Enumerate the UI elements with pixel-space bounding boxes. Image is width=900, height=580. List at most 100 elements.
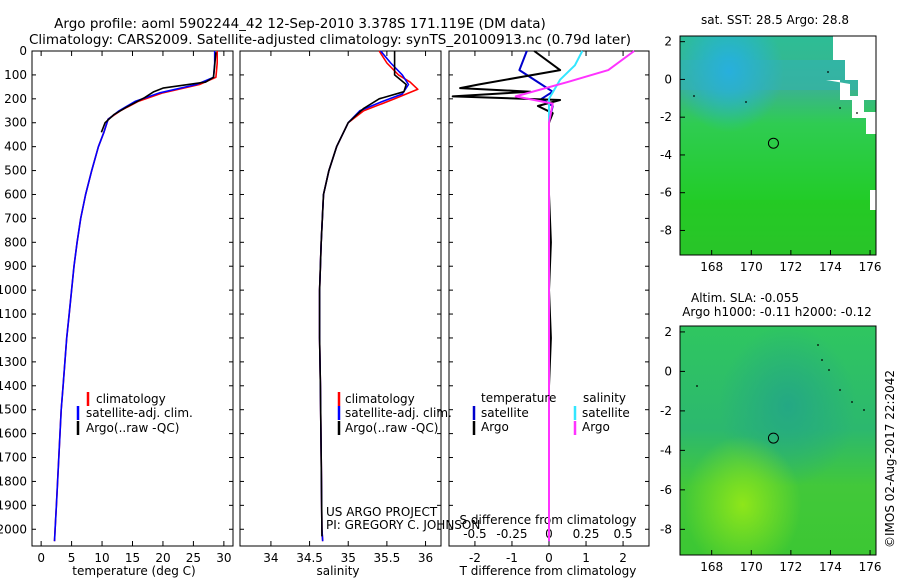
island-dot xyxy=(693,95,695,97)
sla-map-axes: 168 170 172 174 176 2 0 -2 -4 -6 -8 xyxy=(660,325,881,574)
x-tick-label: 34.5 xyxy=(296,551,323,565)
sla-islands xyxy=(696,344,865,411)
map-y-tick-label: -2 xyxy=(660,110,672,124)
s-tick-label: 0.5 xyxy=(614,527,633,541)
island-dot xyxy=(821,359,823,361)
x-tick-label: 35.5 xyxy=(374,551,401,565)
depth-tick-label: 1500 xyxy=(0,403,27,417)
s-tick-label: -0.5 xyxy=(463,527,486,541)
legend-label-sal-argo: Argo xyxy=(582,420,610,434)
sla-map-frame xyxy=(679,325,877,556)
sst-islands xyxy=(693,71,858,114)
legend-label-argo: Argo(..raw -QC) xyxy=(345,421,438,435)
depth-tick-label: 1900 xyxy=(0,498,27,512)
depth-tick-label: 400 xyxy=(4,140,27,154)
depth-tick-label: 1400 xyxy=(0,379,27,393)
x-tick-label: -2 xyxy=(469,551,481,565)
legend-label-sal-satellite: satellite xyxy=(582,406,630,420)
x-tick-label: -1 xyxy=(506,551,518,565)
map-x-tick-label: 174 xyxy=(819,560,842,574)
salinity-legend: climatology satellite-adj. clim. Argo(..… xyxy=(326,392,480,532)
legend-label-temp-argo: Argo xyxy=(481,420,509,434)
map-y-tick-label: -2 xyxy=(660,404,672,418)
depth-tick-label: 1000 xyxy=(0,283,27,297)
temperature-lines xyxy=(53,51,218,542)
depth-tick-label: 0 xyxy=(19,44,27,58)
legend-header-salinity: salinity xyxy=(583,391,626,405)
sst-land-mask xyxy=(807,36,876,100)
salinity-xlabel: salinity xyxy=(316,564,359,578)
sst-map-axes: 168 170 172 174 176 2 0 -2 -4 -6 -8 xyxy=(660,35,881,274)
depth-tick-label: 300 xyxy=(4,116,27,130)
map-x-tick-label: 174 xyxy=(819,260,842,274)
figure-title-line2: Climatology: CARS2009. Satellite-adjuste… xyxy=(29,32,631,48)
sla-map-title: Altim. SLA: -0.055 xyxy=(691,291,799,305)
temperature-panel xyxy=(31,50,234,547)
temperature-legend: climatology satellite-adj. clim. Argo(..… xyxy=(76,392,193,435)
x-tick-label: 1 xyxy=(582,551,590,565)
salinity-lines xyxy=(318,50,419,542)
map-x-tick-label: 168 xyxy=(700,260,723,274)
x-tick-label: 34 xyxy=(263,551,278,565)
series-line-argo xyxy=(318,51,408,537)
map-x-tick-label: 170 xyxy=(740,260,763,274)
map-y-tick-label: -6 xyxy=(660,186,672,200)
map-y-tick-label: -8 xyxy=(660,223,672,237)
s-tick-label: -0.25 xyxy=(496,527,527,541)
island-dot xyxy=(817,344,819,346)
map-x-tick-label: 176 xyxy=(859,560,882,574)
island-dot xyxy=(827,71,829,73)
depth-tick-label: 900 xyxy=(4,259,27,273)
island-dot xyxy=(839,107,841,109)
legend-label-satellite-adj: satellite-adj. clim. xyxy=(86,406,193,420)
map-x-tick-label: 170 xyxy=(740,560,763,574)
depth-tick-label: 1600 xyxy=(0,427,27,441)
legend-label-climatology: climatology xyxy=(96,392,166,406)
sst-southern-shade xyxy=(680,200,876,255)
difference-lines xyxy=(451,50,635,542)
depth-tick-label: 1700 xyxy=(0,451,27,465)
x-tick-label: 20 xyxy=(155,551,170,565)
sst-map-title: sat. SST: 28.5 Argo: 28.8 xyxy=(701,13,849,27)
legend-label-satellite-adj: satellite-adj. clim. xyxy=(345,406,452,420)
depth-tick-label: 100 xyxy=(4,68,27,82)
x-tick-label: 10 xyxy=(94,551,109,565)
map-y-tick-label: 0 xyxy=(664,364,672,378)
depth-tick-label: 800 xyxy=(4,235,27,249)
figure-title-line1: Argo profile: aoml 5902244_42 12-Sep-201… xyxy=(54,16,546,32)
x-tick-label: 0 xyxy=(37,551,45,565)
map-y-tick-label: -4 xyxy=(660,443,672,457)
sla-map-panel: Altim. SLA: -0.055 Argo h1000: -0.11 h20… xyxy=(660,291,881,574)
salinity-axes-frame xyxy=(239,50,442,547)
pi-credit: PI: GREGORY C. JOHNSON xyxy=(326,518,480,532)
salinity-x-axis: 34 34.5 35 35.5 36 xyxy=(263,51,433,565)
x-tick-label: 5 xyxy=(68,551,76,565)
temperature-axes-frame xyxy=(31,50,234,547)
x-tick-label: 0 xyxy=(545,551,553,565)
legend-label-temp-satellite: satellite xyxy=(481,406,529,420)
depth-axis: 0 100 200 300 400 500 600 700 800 900 1000 1100 1200… xyxy=(0,44,649,536)
map-x-tick-label: 176 xyxy=(859,260,882,274)
series-line-sat xyxy=(53,51,216,542)
series-line-argo xyxy=(100,52,217,133)
map-y-tick-label: 2 xyxy=(664,35,672,49)
x-tick-label: 25 xyxy=(186,551,201,565)
map-y-tick-label: 2 xyxy=(664,325,672,339)
legend-label-climatology: climatology xyxy=(345,392,415,406)
argo-float-marker xyxy=(767,137,779,149)
imos-credit: ©IMOS 02-Aug-2017 22:2042 xyxy=(883,370,897,548)
island-dot xyxy=(828,369,830,371)
salinity-panel xyxy=(239,50,442,547)
sst-map-panel: sat. SST: 28.5 Argo: 28.8 168 170 172 174 17… xyxy=(660,13,881,274)
depth-tick-label: 1200 xyxy=(0,331,27,345)
sst-map-frame xyxy=(679,35,877,256)
island-dot xyxy=(851,401,853,403)
depth-tick-label: 1100 xyxy=(0,307,27,321)
sst-land-mask-lower xyxy=(826,80,876,134)
island-dot xyxy=(839,389,841,391)
x-tick-label: 2 xyxy=(619,551,627,565)
depth-tick-label: 1300 xyxy=(0,355,27,369)
x-tick-label: 15 xyxy=(125,551,140,565)
depth-tick-label: 700 xyxy=(4,211,27,225)
